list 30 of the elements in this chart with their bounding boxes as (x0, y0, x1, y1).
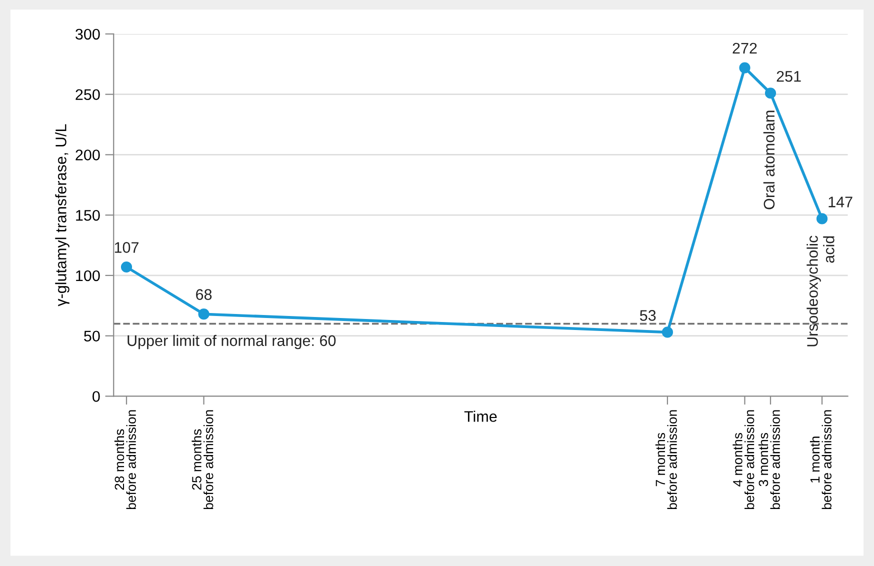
point (816, 213, 828, 224)
y-tick-label: 150 (76, 210, 100, 221)
x-tick-label: 1 month before admission (810, 410, 832, 510)
x-tick-label: 4 months before admission (732, 410, 754, 510)
data-label: 147 (828, 196, 852, 208)
point (198, 308, 210, 320)
data-label: 68 (196, 289, 212, 300)
data-label: 53 (640, 310, 656, 321)
x-axis-title: Time (464, 410, 497, 422)
y-tick-label: 100 (76, 270, 100, 282)
data-label: 107 (114, 242, 138, 253)
y-tick-label: 200 (76, 150, 100, 160)
ref-line-label: Upper limit of normal range: 60 (128, 334, 336, 350)
x-tick-label: 25 months before admission (192, 410, 214, 510)
x-tick-label: 28 months before admission (114, 410, 136, 510)
point (662, 326, 674, 338)
x-tick-label: 7 months before admission (655, 410, 677, 510)
point (764, 88, 776, 99)
point (739, 62, 750, 74)
y-tick-label: 50 (84, 330, 100, 342)
y-tick-label: 250 (76, 89, 100, 100)
y-tick-label: 300 (76, 28, 100, 40)
data-label: 272 (732, 42, 757, 54)
point (120, 261, 132, 273)
x-tick-label: 3 months before admission (758, 410, 780, 510)
data-label: 251 (776, 70, 801, 82)
annotation: Oral atomolam (763, 110, 775, 210)
y-axis-title: γ-glutamyl transferase, U/L (55, 124, 70, 306)
y-tick-label: 0 (92, 391, 100, 402)
annotation: Ursodeoxycholic acid (806, 236, 834, 346)
